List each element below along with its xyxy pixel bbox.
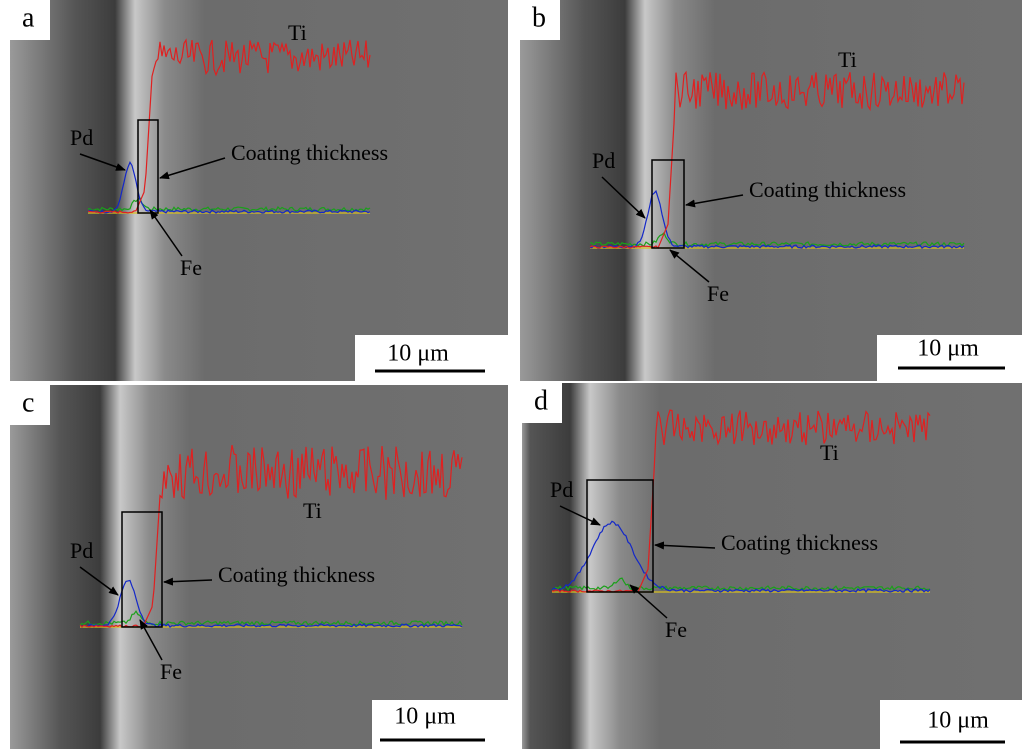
figure: a Ti Pd Coating thickness Fe 10 μm b Ti Pd Coatin… (0, 0, 1022, 749)
panel-label: d (534, 385, 548, 416)
ti-label: Ti (820, 440, 839, 465)
fe-label: Fe (180, 255, 202, 280)
coating-label: Coating thickness (231, 140, 388, 165)
coating-label: Coating thickness (749, 177, 906, 202)
panel-label: b (532, 2, 546, 33)
fe-label: Fe (665, 617, 687, 642)
fe-label: Fe (707, 281, 729, 306)
panel-label: a (22, 2, 35, 33)
pd-label: Pd (70, 538, 93, 563)
scale-label: 10 μm (917, 336, 979, 362)
panel: d Ti Pd Coating thickness Fe 10 μm (522, 383, 1022, 749)
ti-label: Ti (288, 20, 307, 45)
micrograph (522, 383, 1022, 749)
pd-label: Pd (70, 125, 93, 150)
coating-label: Coating thickness (721, 530, 878, 555)
panel: b Ti Pd Coating thickness Fe 10 μm (520, 0, 1022, 381)
coating-label: Coating thickness (218, 562, 375, 587)
pd-label: Pd (550, 477, 573, 502)
ti-label: Ti (303, 498, 322, 523)
scale-label: 10 μm (387, 341, 449, 367)
micrograph (10, 0, 508, 381)
fe-label: Fe (160, 659, 182, 684)
panel: a Ti Pd Coating thickness Fe 10 μm (10, 0, 508, 381)
ti-label: Ti (838, 47, 857, 72)
scale-label: 10 μm (394, 704, 456, 730)
pd-label: Pd (592, 148, 615, 173)
panel-label: c (22, 387, 34, 418)
panel: c Ti Pd Coating thickness Fe 10 μm (10, 385, 508, 749)
scale-label: 10 μm (927, 708, 989, 734)
